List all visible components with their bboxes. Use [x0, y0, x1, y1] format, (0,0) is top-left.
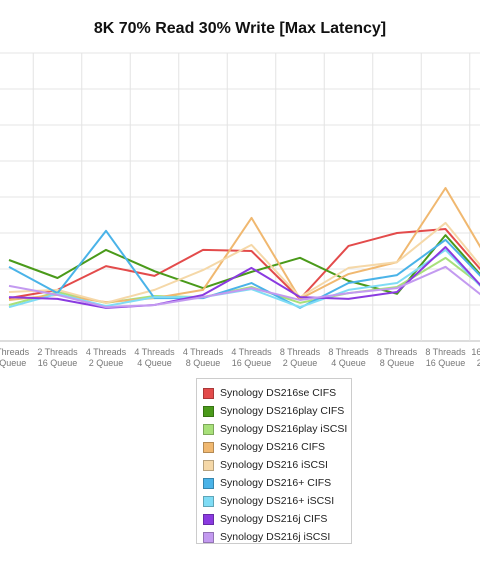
legend-swatch: [203, 513, 214, 525]
legend-item: Synology DS216se CIFS: [203, 384, 351, 402]
x-tick-label: 16 Threads 2 Queue: [471, 347, 480, 368]
legend-label: Synology DS216+ iSCSI: [220, 495, 335, 507]
x-tick-label: 4 Threads 4 Queue: [134, 347, 175, 368]
legend-swatch: [203, 459, 214, 471]
legend-item: Synology DS216play iSCSI: [203, 420, 351, 438]
chart-title: 8K 70% Read 30% Write [Max Latency]: [93, 20, 387, 37]
series-line: [8, 248, 480, 309]
series-line: [8, 234, 480, 295]
legend-swatch: [203, 387, 214, 399]
legend-item: Synology DS216 iSCSI: [203, 456, 351, 474]
legend-label: Synology DS216se CIFS: [220, 387, 337, 399]
legend-swatch: [203, 405, 214, 417]
legend-item: Synology DS216j iSCSI: [203, 528, 351, 546]
x-tick-label: 4 Threads 16 Queue: [231, 347, 272, 368]
x-tick-label: 4 Threads 2 Queue: [85, 347, 127, 368]
legend-swatch: [203, 477, 214, 489]
x-tick-label: 2 Threads 16 Queue: [37, 347, 78, 368]
series-line: [8, 228, 480, 300]
legend-label: Synology DS216j CIFS: [220, 513, 328, 525]
x-tick-label: 8 Threads 8 Queue: [376, 347, 418, 368]
legend-item: Synology DS216play CIFS: [203, 402, 351, 420]
legend-label: Synology DS216+ CIFS: [220, 477, 332, 489]
legend-label: Synology DS216j iSCSI: [220, 531, 331, 543]
x-tick-label: 2 Threads 8 Queue: [0, 347, 30, 368]
legend-swatch: [203, 423, 214, 435]
x-tick-label: 8 Threads 16 Queue: [425, 347, 466, 368]
x-tick-label: 8 Threads 2 Queue: [279, 347, 321, 368]
legend-item: Synology DS216+ iSCSI: [203, 492, 351, 510]
legend-item: Synology DS216+ CIFS: [203, 474, 351, 492]
x-tick-label: 4 Threads 8 Queue: [182, 347, 224, 368]
legend-label: Synology DS216play iSCSI: [220, 423, 348, 435]
series-line: [8, 187, 480, 304]
series-line: [8, 229, 480, 309]
legend-label: Synology DS216play CIFS: [220, 405, 345, 417]
legend-item: Synology DS216j CIFS: [203, 510, 351, 528]
series-line: [8, 246, 480, 309]
legend-swatch: [203, 441, 214, 453]
legend-item: Synology DS216 CIFS: [203, 438, 351, 456]
legend-label: Synology DS216 iSCSI: [220, 459, 328, 471]
legend: Synology DS216se CIFS Synology DS216play …: [196, 378, 352, 544]
legend-label: Synology DS216 CIFS: [220, 441, 326, 453]
series-line: [8, 265, 480, 309]
legend-swatch: [203, 531, 214, 543]
x-tick-label: 8 Threads 4 Queue: [328, 347, 369, 368]
legend-swatch: [203, 495, 214, 507]
series-line: [8, 221, 480, 304]
